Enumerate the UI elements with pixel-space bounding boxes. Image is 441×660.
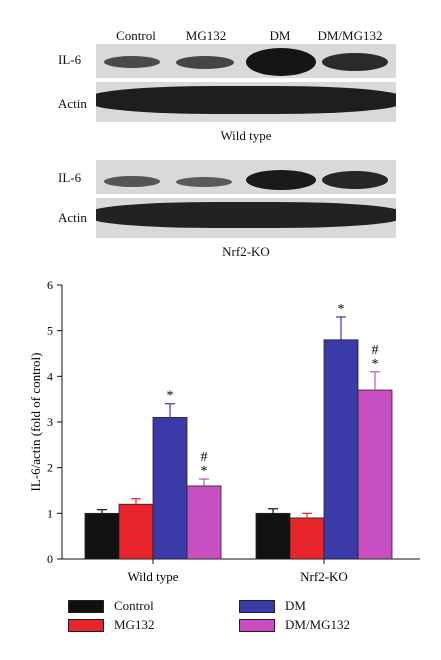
y-tick-label: 1 [47, 506, 53, 520]
ko-actin-band [96, 202, 396, 228]
wt-il6-band-control [104, 56, 160, 68]
legend-swatch-dm [239, 599, 275, 613]
y-tick-label: 0 [47, 552, 53, 566]
bar [84, 512, 120, 560]
lane-label-mg132: MG132 [185, 28, 227, 43]
legend-label-dm: DM [285, 598, 306, 613]
legend-item-dm-mg132: DM/MG132 [239, 617, 350, 633]
wt-il6-band-dm [246, 48, 316, 76]
legend-swatch-dm-mg132 [239, 618, 275, 632]
bar [152, 417, 188, 560]
wt-il6-label: IL-6 [58, 52, 82, 67]
ko-il6-band-control [104, 176, 160, 187]
lane-label-dm-mg132: DM/MG132 [317, 28, 383, 43]
ko-il6-band-dm-mg132 [322, 171, 388, 189]
bars: **#**# [84, 302, 393, 560]
legend-label-control: Control [114, 598, 154, 613]
legend-item-mg132: MG132 [68, 617, 154, 633]
significance-mark: * [201, 464, 208, 479]
wt-actin-label: Actin [58, 96, 87, 111]
ko-il6-label: IL-6 [58, 170, 82, 185]
bar [186, 485, 222, 560]
significance-mark: # [201, 450, 208, 465]
bar [255, 512, 291, 560]
lane-label-control: Control [116, 28, 156, 43]
wt-il6-band-mg132 [176, 56, 234, 69]
x-tick-label: Wild type [127, 569, 178, 584]
wt-caption: Wild type [220, 128, 272, 143]
bar [118, 503, 154, 560]
bar [289, 517, 325, 560]
ko-il6-band-dm [246, 170, 316, 190]
x-tick-labels: Wild type Nrf2-KO [127, 569, 347, 584]
bar [323, 339, 359, 560]
bar [357, 389, 393, 560]
y-tick-label: 5 [47, 324, 53, 338]
wt-blot [96, 44, 396, 122]
y-tick-label: 2 [47, 461, 53, 475]
significance-mark: * [338, 302, 345, 317]
legend-item-control: Control [68, 598, 154, 614]
significance-mark: * [167, 389, 174, 404]
ko-separator [96, 194, 396, 198]
significance-mark: * [372, 357, 379, 372]
legend-swatch-mg132 [68, 618, 104, 632]
ko-il6-band-mg132 [176, 177, 232, 187]
legend-swatch-control [68, 599, 104, 613]
x-tick-label: Nrf2-KO [300, 569, 348, 584]
y-tick-label: 4 [47, 369, 53, 383]
y-tick-label: 6 [47, 278, 53, 292]
lane-label-dm: DM [269, 28, 291, 43]
y-axis-label: IL-6/actin (fold of control) [28, 353, 43, 492]
ko-caption: Nrf2-KO [222, 244, 270, 259]
y-tick-label: 3 [47, 415, 53, 429]
legend-label-mg132: MG132 [114, 617, 155, 632]
wt-actin-band [96, 86, 396, 114]
wt-separator [96, 78, 396, 82]
ko-blot [96, 160, 396, 238]
legend-item-dm: DM [239, 598, 306, 614]
ko-actin-label: Actin [58, 210, 87, 225]
legend-label-dm-mg132: DM/MG132 [285, 617, 351, 632]
significance-mark: # [372, 343, 379, 358]
wt-il6-band-dm-mg132 [322, 53, 388, 71]
